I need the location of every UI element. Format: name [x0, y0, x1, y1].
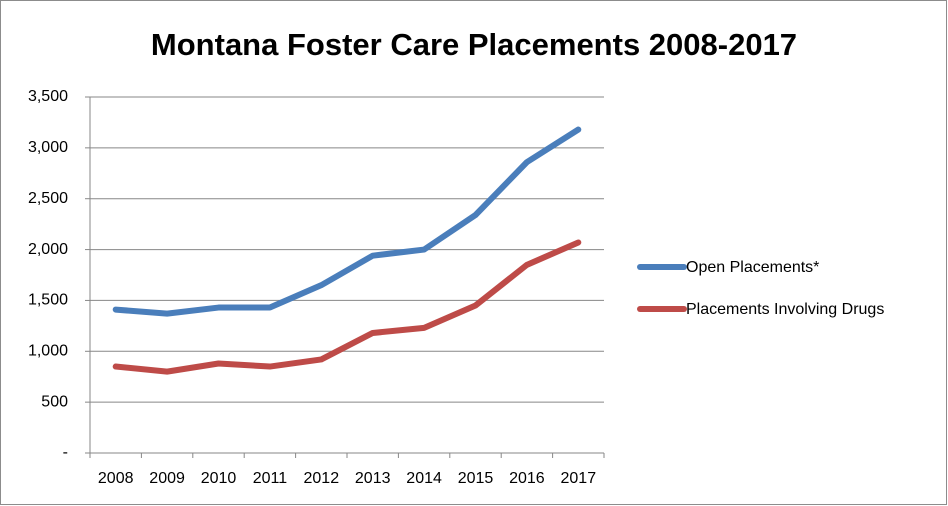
- x-tick-label: 2014: [406, 470, 442, 487]
- legend-label: Open Placements*: [686, 259, 819, 276]
- y-tick-label: 3,000: [28, 139, 68, 156]
- x-tick-label: 2009: [149, 470, 185, 487]
- y-tick-label: 1,500: [28, 292, 68, 309]
- y-tick-label: -: [63, 444, 68, 461]
- x-tick-label: 2008: [98, 470, 134, 487]
- y-tick-label: 500: [41, 393, 68, 410]
- y-tick-label: 1,000: [28, 343, 68, 360]
- chart-title: Montana Foster Care Placements 2008-2017: [151, 27, 797, 62]
- x-tick-label: 2013: [355, 470, 391, 487]
- x-tick-label: 2011: [253, 470, 288, 487]
- line-series: [112, 239, 582, 375]
- x-tick-label: 2010: [201, 470, 237, 487]
- line-series: [112, 126, 582, 317]
- y-tick-label: 2,500: [28, 190, 68, 207]
- x-tick-label: 2016: [509, 470, 545, 487]
- x-tick-label: 2017: [561, 470, 597, 487]
- x-tick-label: 2015: [458, 470, 494, 487]
- legend-label: Placements Involving Drugs: [686, 301, 884, 318]
- x-tick-label: 2012: [304, 470, 340, 487]
- y-tick-label: 2,000: [28, 241, 68, 258]
- y-tick-label: 3,500: [28, 88, 68, 105]
